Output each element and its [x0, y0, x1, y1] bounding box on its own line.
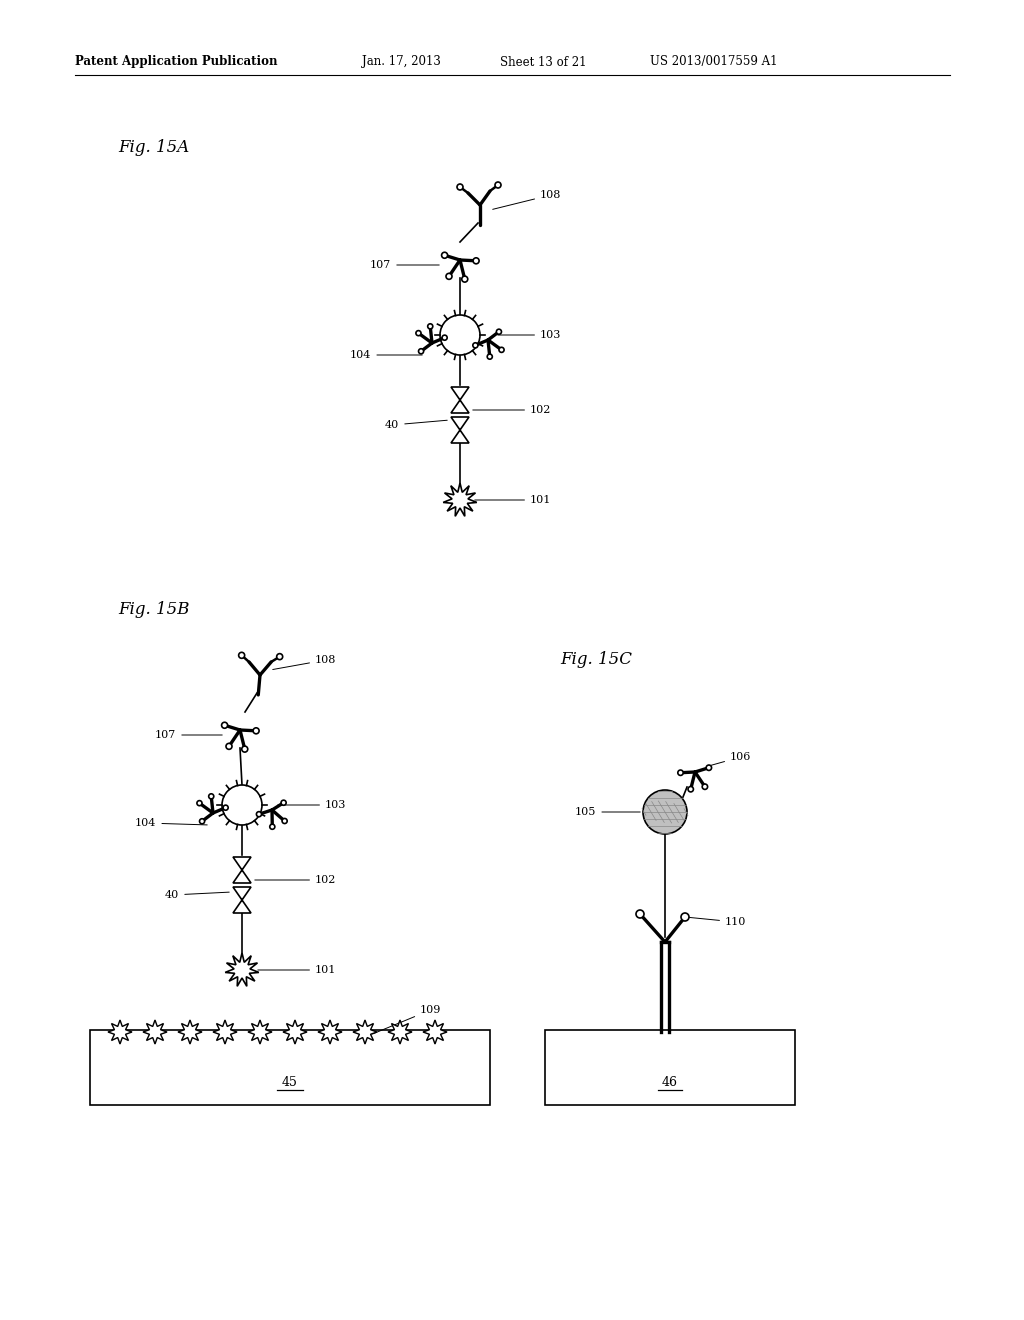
Circle shape — [222, 785, 262, 825]
Text: 104: 104 — [135, 818, 207, 828]
Circle shape — [446, 273, 452, 280]
Text: 107: 107 — [370, 260, 439, 271]
Text: 109: 109 — [373, 1005, 441, 1034]
Text: 101: 101 — [258, 965, 336, 975]
Text: Fig. 15A: Fig. 15A — [118, 140, 189, 157]
Polygon shape — [388, 1020, 412, 1044]
Circle shape — [487, 354, 493, 359]
Text: 45: 45 — [282, 1076, 298, 1089]
Polygon shape — [108, 1020, 132, 1044]
Circle shape — [209, 793, 214, 799]
Circle shape — [681, 913, 689, 921]
Circle shape — [457, 183, 463, 190]
Circle shape — [473, 257, 479, 264]
Polygon shape — [451, 417, 469, 444]
Circle shape — [441, 252, 447, 259]
Text: 101: 101 — [475, 495, 551, 506]
Polygon shape — [143, 1020, 167, 1044]
Circle shape — [197, 801, 202, 805]
Circle shape — [636, 909, 644, 917]
Polygon shape — [233, 857, 251, 883]
Circle shape — [239, 652, 245, 659]
Text: 110: 110 — [688, 917, 746, 927]
Circle shape — [688, 787, 693, 792]
Text: 108: 108 — [493, 190, 561, 210]
Polygon shape — [353, 1020, 377, 1044]
Text: 40: 40 — [385, 420, 447, 430]
Circle shape — [276, 653, 283, 660]
Circle shape — [221, 722, 227, 729]
Circle shape — [643, 789, 687, 834]
Bar — [545, 1030, 795, 1105]
Circle shape — [497, 329, 502, 334]
Text: Jan. 17, 2013: Jan. 17, 2013 — [362, 55, 441, 69]
Circle shape — [253, 727, 259, 734]
Circle shape — [269, 824, 274, 829]
Circle shape — [282, 818, 287, 824]
Polygon shape — [248, 1020, 272, 1044]
Text: 103: 103 — [498, 330, 561, 341]
Circle shape — [428, 323, 433, 329]
Text: 107: 107 — [155, 730, 222, 741]
Text: Patent Application Publication: Patent Application Publication — [75, 55, 278, 69]
Circle shape — [223, 805, 228, 810]
Polygon shape — [451, 387, 469, 413]
Circle shape — [440, 315, 480, 355]
Polygon shape — [178, 1020, 202, 1044]
Bar — [90, 1030, 490, 1105]
Text: 106: 106 — [708, 752, 752, 766]
Circle shape — [416, 330, 421, 335]
Text: 46: 46 — [662, 1076, 678, 1089]
Polygon shape — [423, 1020, 447, 1044]
Text: 105: 105 — [575, 807, 640, 817]
Polygon shape — [225, 953, 259, 986]
Circle shape — [702, 784, 708, 789]
Text: 103: 103 — [278, 800, 346, 810]
Circle shape — [200, 818, 205, 824]
Text: 102: 102 — [255, 875, 336, 884]
Circle shape — [256, 812, 261, 817]
Circle shape — [242, 746, 248, 752]
Circle shape — [473, 343, 478, 348]
Text: Fig. 15C: Fig. 15C — [560, 652, 632, 668]
Circle shape — [281, 800, 286, 805]
Polygon shape — [443, 483, 477, 516]
Polygon shape — [213, 1020, 237, 1044]
Text: 102: 102 — [473, 405, 551, 414]
Text: 104: 104 — [350, 350, 422, 360]
Polygon shape — [283, 1020, 307, 1044]
Circle shape — [462, 276, 468, 282]
Text: Fig. 15B: Fig. 15B — [118, 602, 189, 619]
Circle shape — [707, 766, 712, 771]
Polygon shape — [233, 887, 251, 913]
Text: 40: 40 — [165, 890, 229, 900]
Circle shape — [499, 347, 504, 352]
Text: Sheet 13 of 21: Sheet 13 of 21 — [500, 55, 587, 69]
Circle shape — [419, 348, 424, 354]
Circle shape — [495, 182, 501, 187]
Circle shape — [442, 335, 447, 341]
Circle shape — [226, 743, 232, 750]
Text: 108: 108 — [272, 655, 336, 669]
Polygon shape — [318, 1020, 342, 1044]
Text: US 2013/0017559 A1: US 2013/0017559 A1 — [650, 55, 777, 69]
Circle shape — [678, 770, 683, 775]
